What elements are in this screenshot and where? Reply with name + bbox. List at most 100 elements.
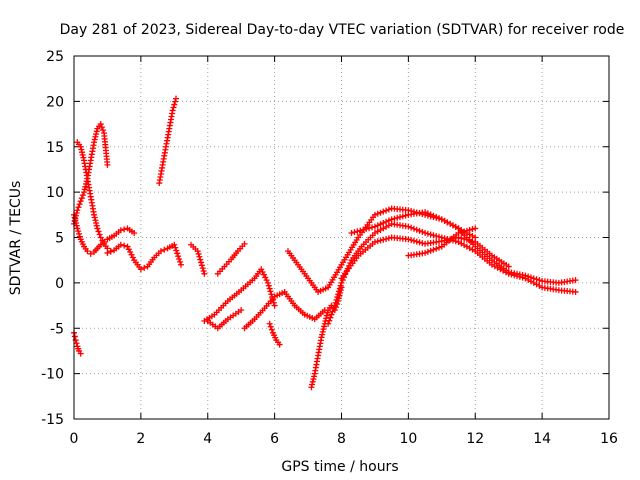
- data-point: [309, 378, 316, 385]
- data-point: [334, 294, 341, 301]
- data-point: [572, 288, 579, 295]
- data-point: [430, 246, 437, 253]
- data-point: [117, 241, 124, 248]
- series-arc-b: [71, 211, 138, 257]
- data-point: [461, 236, 468, 243]
- data-point: [117, 227, 124, 234]
- series-arc-j: [204, 307, 245, 332]
- data-point: [75, 228, 82, 235]
- data-point: [371, 239, 378, 246]
- data-point: [433, 213, 440, 220]
- data-point: [76, 233, 83, 240]
- series-arc-r: [348, 209, 479, 241]
- data-point: [424, 210, 431, 217]
- data-point: [171, 241, 178, 248]
- data-point: [436, 215, 443, 222]
- data-point: [201, 270, 208, 277]
- y-tick-label: -5: [50, 321, 64, 337]
- data-point: [74, 225, 81, 232]
- y-tick-label: 0: [55, 276, 64, 292]
- data-point: [266, 285, 273, 292]
- data-point: [262, 274, 269, 281]
- data-point: [124, 243, 131, 250]
- data-point: [516, 273, 523, 280]
- data-point: [93, 219, 100, 226]
- data-point: [94, 225, 101, 232]
- data-point: [79, 151, 86, 158]
- data-point: [74, 207, 81, 214]
- x-tick-label: 8: [337, 431, 346, 447]
- data-point: [433, 232, 440, 239]
- data-point: [380, 236, 387, 243]
- data-point: [335, 288, 342, 295]
- data-point: [97, 234, 104, 241]
- data-point: [458, 235, 465, 242]
- data-point: [200, 267, 207, 274]
- data-point: [107, 248, 114, 255]
- data-point: [369, 224, 376, 231]
- x-tick-label: 2: [136, 431, 145, 447]
- data-point: [410, 225, 417, 232]
- data-point: [427, 231, 434, 238]
- data-point: [318, 334, 325, 341]
- y-tick-label: 5: [55, 231, 64, 247]
- data-point: [422, 229, 429, 236]
- data-point: [514, 273, 521, 280]
- data-point: [383, 207, 390, 214]
- data-point: [385, 217, 392, 224]
- data-point: [77, 143, 84, 150]
- data-point: [321, 323, 328, 330]
- y-axis-label: SDTVAR / TECUs: [8, 181, 24, 296]
- data-point: [141, 264, 148, 271]
- data-point: [472, 234, 479, 241]
- data-point: [268, 291, 275, 298]
- data-point: [410, 237, 417, 244]
- data-point: [195, 250, 202, 257]
- data-point: [196, 253, 203, 260]
- data-point: [87, 250, 94, 257]
- data-point: [427, 247, 434, 254]
- data-point: [137, 266, 144, 273]
- data-point: [360, 226, 367, 233]
- data-point: [319, 328, 326, 335]
- data-point: [104, 249, 111, 256]
- data-point: [309, 381, 316, 388]
- chart-title: Day 281 of 2023, Sidereal Day-to-day VTE…: [60, 22, 625, 38]
- data-point: [331, 302, 338, 309]
- data-point: [351, 229, 358, 236]
- data-point: [433, 245, 440, 252]
- data-point: [178, 261, 184, 268]
- data-point: [198, 262, 205, 269]
- data-point: [81, 189, 88, 196]
- data-point: [265, 282, 272, 289]
- data-point: [104, 161, 111, 168]
- data-point: [385, 206, 392, 213]
- data-point: [427, 211, 434, 218]
- data-point: [270, 299, 277, 306]
- data-point: [374, 238, 381, 245]
- data-point: [79, 192, 86, 199]
- y-tick-label: 10: [46, 185, 64, 201]
- data-point: [463, 236, 470, 243]
- x-tick-label: 16: [600, 431, 618, 447]
- series-arc-e: [104, 241, 184, 273]
- data-point: [125, 246, 132, 253]
- data-point: [469, 226, 476, 233]
- series-arc-k: [241, 288, 328, 332]
- x-tick-label: 12: [466, 431, 484, 447]
- data-point: [81, 186, 88, 193]
- data-point: [260, 271, 267, 278]
- series-arc-q: [405, 225, 479, 259]
- series-arc-h: [201, 266, 278, 324]
- data-point: [383, 218, 390, 225]
- data-point: [422, 249, 429, 256]
- data-point: [128, 251, 135, 258]
- data-point: [71, 218, 78, 225]
- data-point: [337, 282, 344, 289]
- data-point: [388, 216, 395, 223]
- data-point: [505, 270, 512, 277]
- data-point: [371, 211, 378, 218]
- data-point: [169, 107, 176, 114]
- series-arc-g: [188, 241, 208, 277]
